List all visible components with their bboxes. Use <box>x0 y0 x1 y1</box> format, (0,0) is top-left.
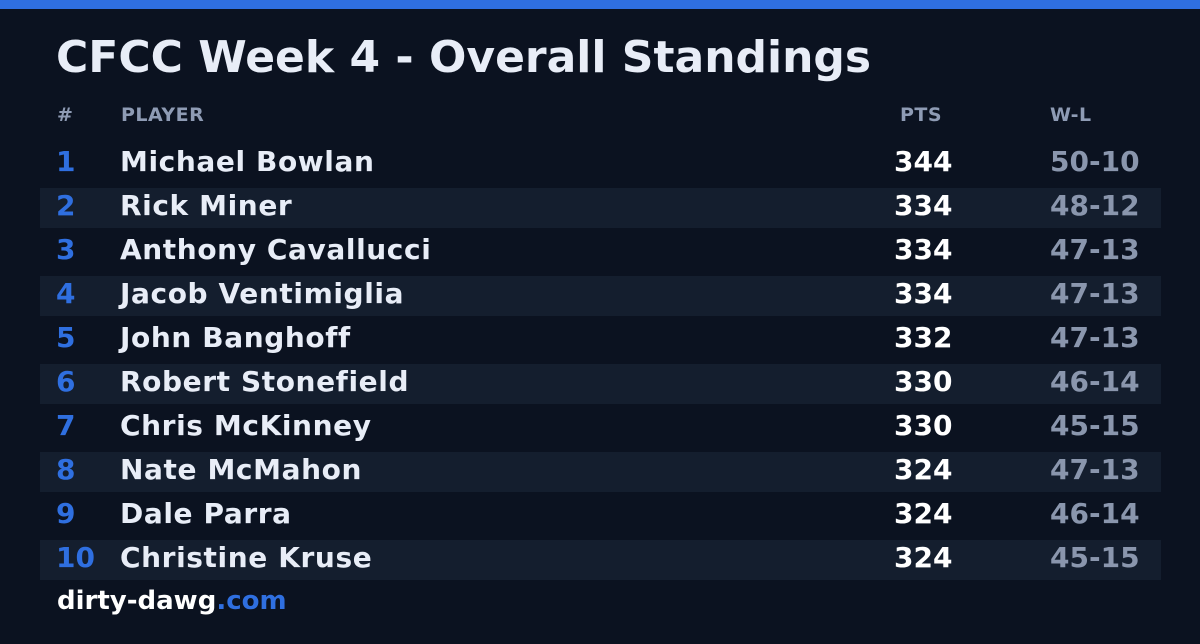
standings-table: 1 Michael Bowlan 344 50-10 2 Rick Miner … <box>40 140 1161 580</box>
win-loss-cell: 50-10 <box>1050 145 1140 178</box>
points-cell: 334 <box>894 189 953 222</box>
accent-bar <box>0 0 1200 9</box>
player-cell: Chris McKinney <box>120 409 372 442</box>
table-row: 10 Christine Kruse 324 45-15 <box>40 536 1161 580</box>
points-cell: 324 <box>894 497 953 530</box>
rank-cell: 7 <box>56 409 76 442</box>
player-cell: Anthony Cavallucci <box>120 233 432 266</box>
table-row: 7 Chris McKinney 330 45-15 <box>40 404 1161 448</box>
table-header: # PLAYER PTS W-L <box>0 102 1200 128</box>
win-loss-cell: 47-13 <box>1050 233 1140 266</box>
points-cell: 344 <box>894 145 953 178</box>
win-loss-cell: 45-15 <box>1050 409 1140 442</box>
column-header-rank: # <box>57 104 74 126</box>
points-cell: 330 <box>894 409 953 442</box>
player-cell: Christine Kruse <box>120 541 373 574</box>
table-row: 8 Nate McMahon 324 47-13 <box>40 448 1161 492</box>
rank-cell: 9 <box>56 497 76 530</box>
column-header-player: PLAYER <box>121 104 205 126</box>
win-loss-cell: 46-14 <box>1050 497 1140 530</box>
site-domain-suffix: .com <box>216 586 287 616</box>
points-cell: 324 <box>894 453 953 486</box>
rank-cell: 1 <box>56 145 76 178</box>
rank-cell: 4 <box>56 277 76 310</box>
player-cell: Rick Miner <box>120 189 293 222</box>
site-name: dirty-dawg <box>57 586 217 616</box>
win-loss-cell: 47-13 <box>1050 453 1140 486</box>
table-row: 9 Dale Parra 324 46-14 <box>40 492 1161 536</box>
table-row: 6 Robert Stonefield 330 46-14 <box>40 360 1161 404</box>
win-loss-cell: 46-14 <box>1050 365 1140 398</box>
points-cell: 330 <box>894 365 953 398</box>
win-loss-cell: 47-13 <box>1050 321 1140 354</box>
player-cell: Jacob Ventimiglia <box>120 277 405 310</box>
player-cell: Dale Parra <box>120 497 292 530</box>
column-header-win-loss: W-L <box>1050 104 1092 126</box>
table-row: 5 John Banghoff 332 47-13 <box>40 316 1161 360</box>
rank-cell: 8 <box>56 453 76 486</box>
win-loss-cell: 47-13 <box>1050 277 1140 310</box>
player-cell: John Banghoff <box>120 321 351 354</box>
rank-cell: 3 <box>56 233 76 266</box>
points-cell: 324 <box>894 541 953 574</box>
rank-cell: 10 <box>56 541 95 574</box>
site-credit: dirty-dawg.com <box>57 585 287 617</box>
table-row: 2 Rick Miner 334 48-12 <box>40 184 1161 228</box>
table-row: 1 Michael Bowlan 344 50-10 <box>40 140 1161 184</box>
points-cell: 334 <box>894 277 953 310</box>
win-loss-cell: 45-15 <box>1050 541 1140 574</box>
player-cell: Nate McMahon <box>120 453 362 486</box>
points-cell: 332 <box>894 321 953 354</box>
win-loss-cell: 48-12 <box>1050 189 1140 222</box>
table-row: 3 Anthony Cavallucci 334 47-13 <box>40 228 1161 272</box>
rank-cell: 2 <box>56 189 76 222</box>
rank-cell: 6 <box>56 365 76 398</box>
page-title: CFCC Week 4 - Overall Standings <box>56 32 872 83</box>
rank-cell: 5 <box>56 321 76 354</box>
player-cell: Robert Stonefield <box>120 365 410 398</box>
player-cell: Michael Bowlan <box>120 145 375 178</box>
column-header-points: PTS <box>900 104 943 126</box>
points-cell: 334 <box>894 233 953 266</box>
table-row: 4 Jacob Ventimiglia 334 47-13 <box>40 272 1161 316</box>
